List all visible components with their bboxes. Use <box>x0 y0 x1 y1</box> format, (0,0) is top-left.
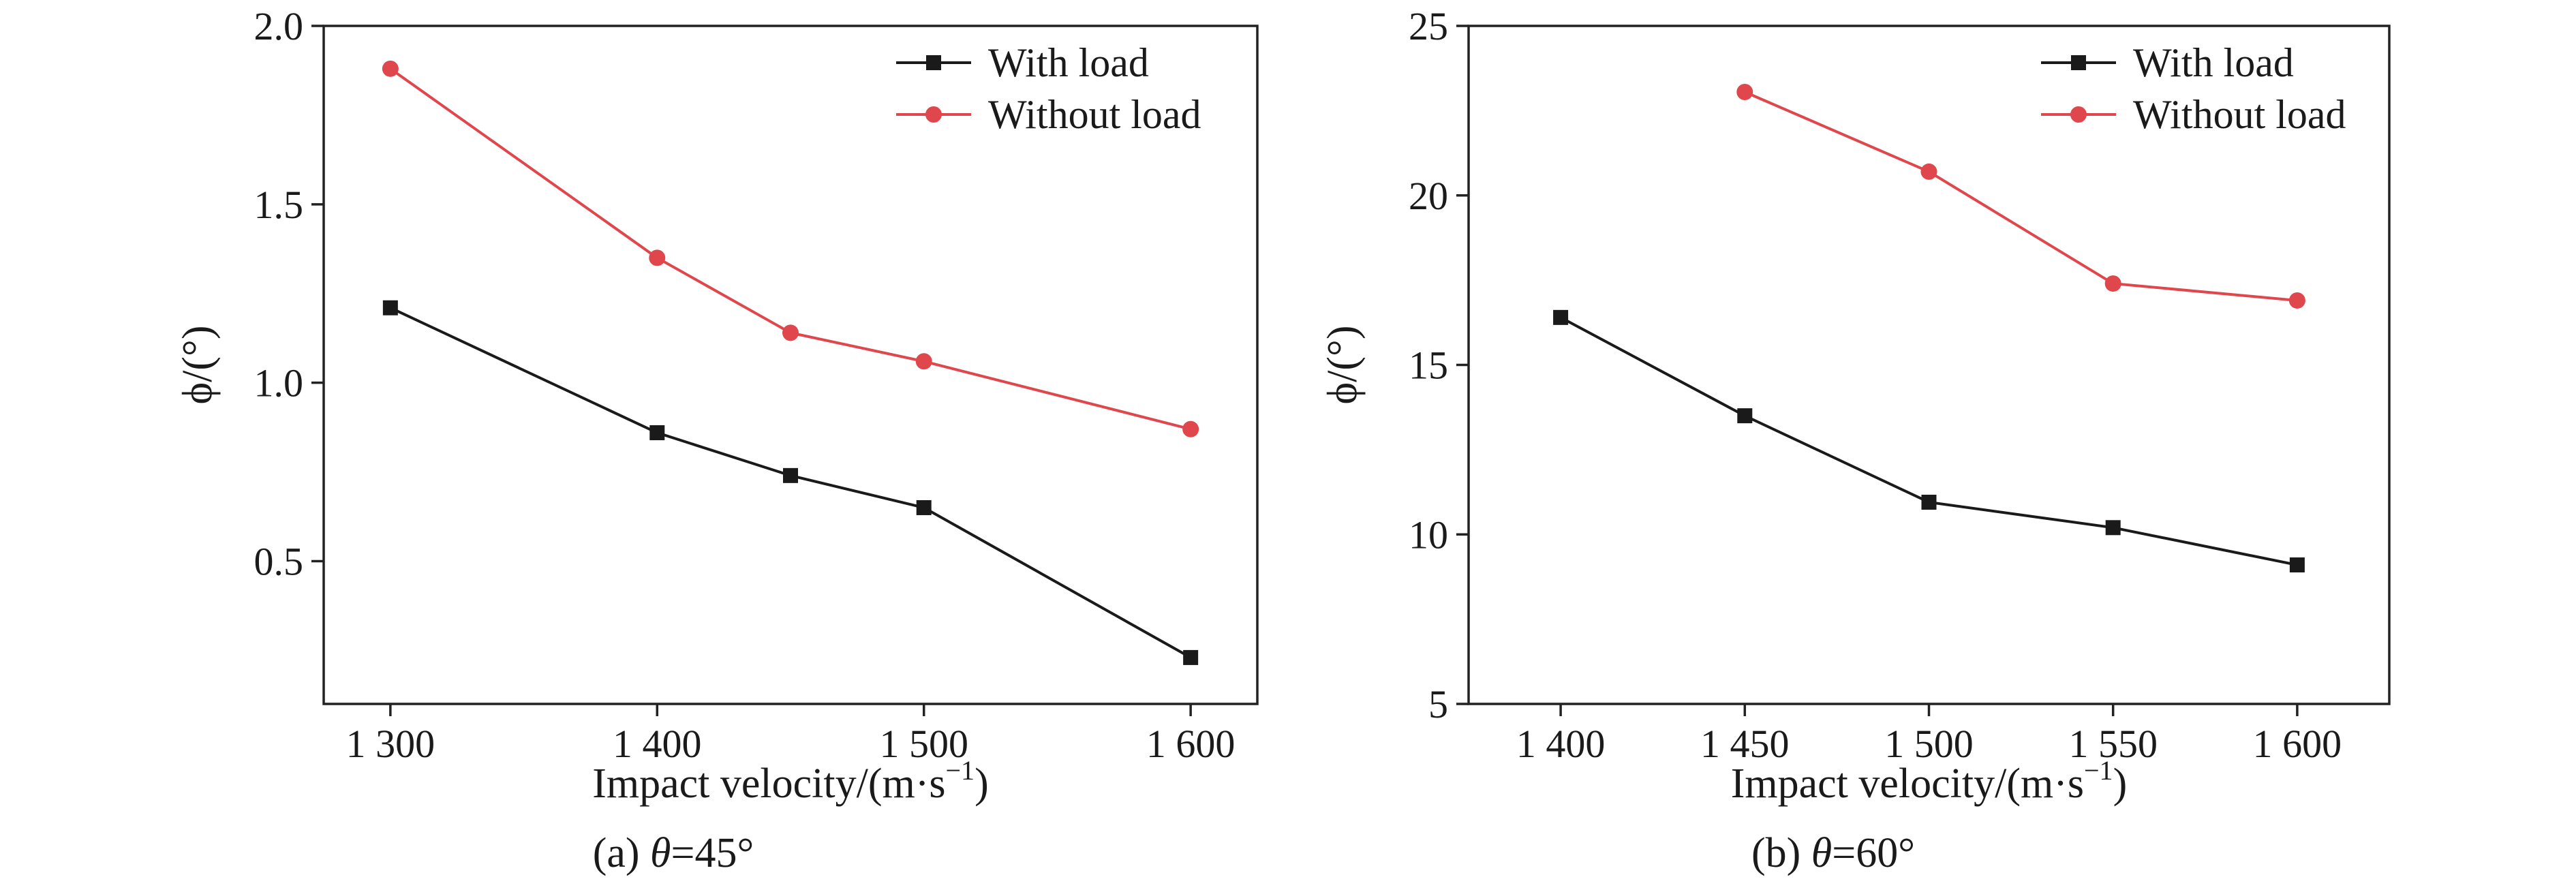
data-point-circle <box>1736 84 1753 101</box>
y-tick-label: 2.0 <box>254 4 304 48</box>
x-tick-label: 1 450 <box>1700 722 1790 766</box>
x-axis-label-tail: ) <box>975 760 989 807</box>
x-tick-label: 1 500 <box>1884 722 1974 766</box>
x-axis-label-sup: −1 <box>2084 755 2113 786</box>
y-tick-label: 20 <box>1409 174 1448 218</box>
legend-marker-circle <box>2070 106 2087 123</box>
x-tick-label: 1 600 <box>1146 722 1236 766</box>
x-tick-label: 1 400 <box>613 722 702 766</box>
data-point-circle <box>1920 163 1937 180</box>
legend-label: Without load <box>2133 92 2346 137</box>
data-point-square <box>2289 557 2305 573</box>
chart-panel-1: 1 300 1 400 1 500 1 600 0.5 1.0 1.5 2.0 ϕ/(°) Imp… <box>174 4 1259 876</box>
x-tick-label: 1 550 <box>2068 722 2158 766</box>
plot-frame <box>322 25 1259 705</box>
data-point-circle <box>649 249 666 266</box>
caption-prefix: (b) <box>1751 830 1811 876</box>
data-point-square <box>783 467 798 483</box>
data-point-square <box>1183 649 1199 665</box>
legend-label: With load <box>988 40 1149 85</box>
x-axis-label: Impact velocity/(m·s−1) <box>592 755 988 807</box>
y-tick-label: 10 <box>1409 512 1448 557</box>
data-point-square <box>1553 309 1569 325</box>
legend-entry: Without load <box>2041 92 2346 137</box>
y-axis-label: ϕ/(°) <box>174 326 221 405</box>
data-point-circle <box>915 353 932 370</box>
legend-marker-square <box>926 55 941 70</box>
panel-caption: (a) θ=45° <box>593 830 754 876</box>
data-point-square <box>1737 408 1753 424</box>
series-line <box>1744 91 2298 302</box>
data-point-square <box>649 425 665 440</box>
y-tick-label: 0.5 <box>254 540 304 584</box>
series-line <box>1560 316 2298 566</box>
data-point-circle <box>1182 420 1199 437</box>
x-tick-label: 1 400 <box>1516 722 1606 766</box>
y-axis-label: ϕ/(°) <box>1319 326 1366 405</box>
data-point-square <box>2105 520 2121 536</box>
legend-marker-circle <box>925 106 942 123</box>
caption-variable: θ <box>1811 830 1832 876</box>
legend-marker-square <box>2071 55 2086 70</box>
legend-label: With load <box>2133 40 2294 85</box>
y-tick-label: 1.5 <box>254 183 304 227</box>
panel-caption: (b) θ=60° <box>1751 830 1915 876</box>
x-tick-label: 1 300 <box>346 722 435 766</box>
y-tick-label: 25 <box>1409 4 1448 48</box>
y-tick-label: 15 <box>1409 343 1448 388</box>
y-tick-label: 1.0 <box>254 361 304 405</box>
legend-entry: Without load <box>896 92 1201 137</box>
data-point-square <box>916 499 932 515</box>
data-point-circle <box>782 324 799 341</box>
data-point-square <box>382 300 398 316</box>
series-without-load <box>382 60 1199 437</box>
legend-entry: With load <box>896 40 1149 85</box>
x-axis-label-sup: −1 <box>946 755 975 786</box>
legend-label: Without load <box>988 92 1201 137</box>
y-tick-label: 5 <box>1428 682 1448 726</box>
series-without-load <box>1736 84 2305 309</box>
x-axis-label-tail: ) <box>2113 760 2128 807</box>
data-point-circle <box>2104 275 2121 292</box>
series-with-load <box>1553 309 2305 573</box>
caption-value: =60° <box>1832 830 1915 876</box>
x-axis-label: Impact velocity/(m·s−1) <box>1731 755 2127 807</box>
x-axis-label-main: Impact velocity/(m·s <box>592 760 945 807</box>
caption-variable: θ <box>650 830 671 876</box>
legend-entry: With load <box>2041 40 2294 85</box>
data-point-circle <box>2288 292 2305 309</box>
x-tick-label: 1 500 <box>879 722 968 766</box>
chart-panel-2: 1 400 1 450 1 500 1 550 1 600 5 10 15 20 25 ϕ/(°) I… <box>1319 4 2391 876</box>
x-axis-label-main: Impact velocity/(m·s <box>1731 760 2084 807</box>
data-point-square <box>1921 494 1937 510</box>
caption-prefix: (a) <box>593 830 650 876</box>
x-tick-label: 1 600 <box>2253 722 2342 766</box>
caption-value: =45° <box>671 830 754 876</box>
series-with-load <box>382 300 1199 665</box>
data-point-circle <box>382 60 399 77</box>
